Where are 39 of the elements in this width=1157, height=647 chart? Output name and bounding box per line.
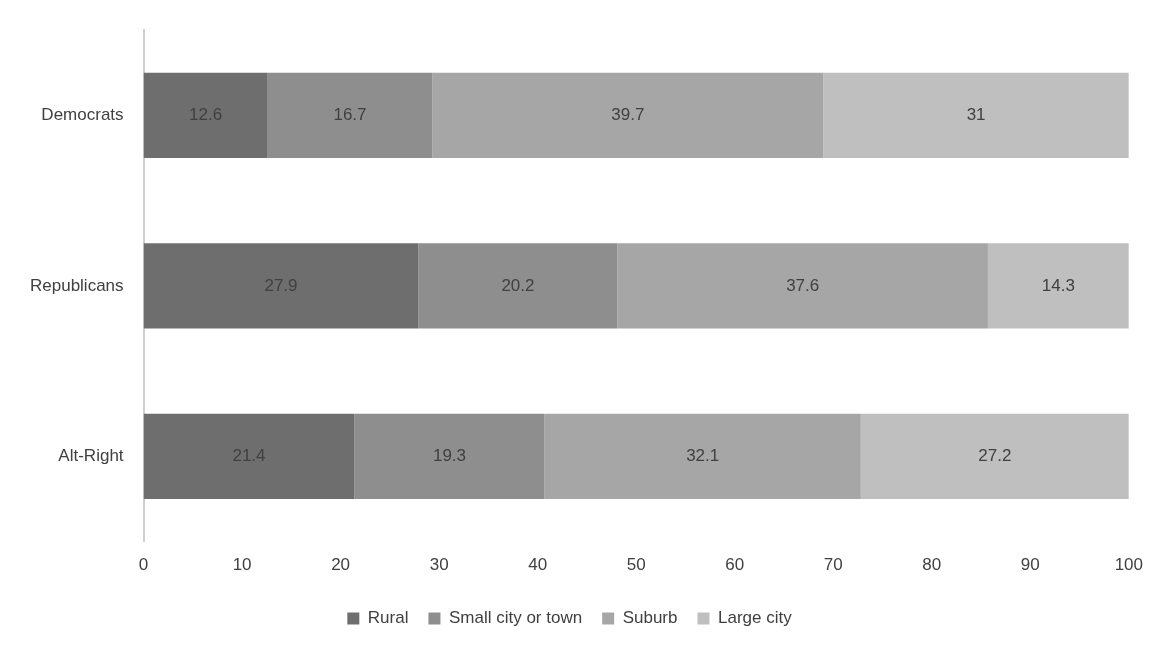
x-tick-label: 30 xyxy=(429,555,449,575)
x-tick-label: 50 xyxy=(626,555,646,575)
bar xyxy=(143,243,419,329)
data-label: 32.1 xyxy=(686,446,720,466)
bar xyxy=(418,243,618,329)
x-tick-label: 10 xyxy=(232,555,252,575)
x-tick-label: 70 xyxy=(823,555,843,575)
data-label: 39.7 xyxy=(611,105,645,125)
x-tick-label: 100 xyxy=(1114,555,1144,575)
data-label: 31 xyxy=(966,105,986,125)
data-label: 14.3 xyxy=(1041,275,1075,295)
bar xyxy=(987,243,1129,329)
x-tick-label: 60 xyxy=(725,555,745,575)
x-tick-label: 0 xyxy=(138,555,149,575)
legend-label: Large city xyxy=(717,608,793,628)
data-label: 27.2 xyxy=(978,446,1012,466)
bar xyxy=(544,413,861,499)
data-label: 37.6 xyxy=(786,275,820,295)
data-label: 20.2 xyxy=(501,275,535,295)
y-tick-label: Democrats xyxy=(41,105,124,125)
x-tick-label: 90 xyxy=(1020,555,1040,575)
legend-label: Suburb xyxy=(622,608,678,628)
x-tick-label: 80 xyxy=(922,555,942,575)
x-tick-label: 40 xyxy=(528,555,548,575)
data-label: 19.3 xyxy=(432,446,467,466)
bar xyxy=(354,413,545,499)
legend-label: Small city or town xyxy=(448,608,583,628)
bar xyxy=(617,243,988,329)
bar xyxy=(143,413,355,499)
y-tick-label: Republicans xyxy=(30,275,124,295)
legend-label: Rural xyxy=(367,608,409,628)
bar xyxy=(823,72,1129,159)
bar xyxy=(860,413,1129,499)
x-tick-label: 20 xyxy=(331,555,351,575)
bar xyxy=(143,72,268,159)
y-tick-label: Alt-Right xyxy=(58,446,124,466)
data-label: 16.7 xyxy=(333,105,367,125)
bar xyxy=(267,72,433,159)
bar xyxy=(432,72,824,159)
